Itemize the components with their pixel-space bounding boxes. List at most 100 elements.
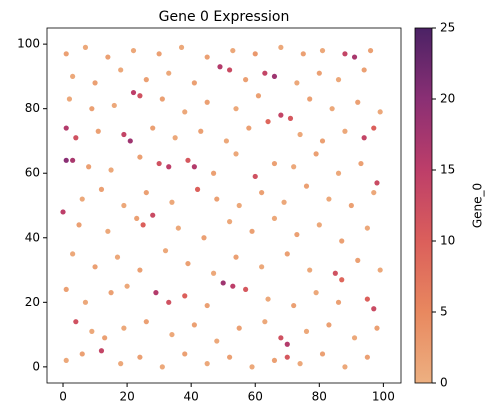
point [335,77,342,83]
point [303,183,310,189]
point [278,112,284,118]
point [159,96,165,102]
point [66,96,73,102]
point [169,331,175,338]
point [377,267,383,273]
point [127,138,133,144]
x-tick-label: 20 [119,390,134,404]
point [223,138,230,144]
point [130,47,137,54]
colorbar-tick-label: 20 [440,92,455,106]
y-tick-label: 60 [25,166,40,180]
point [307,96,313,102]
point [326,322,332,328]
point [121,131,127,138]
point [204,54,210,60]
y-tick-label: 0 [32,359,40,373]
chart-title: Gene 0 Expression [159,9,290,25]
point [220,280,226,286]
point [114,254,121,260]
point [227,67,233,73]
y-tick-label: 20 [25,295,40,309]
point [335,170,342,176]
colorbar-tick-label: 10 [440,234,455,248]
point [246,125,252,131]
point [271,73,278,80]
point [98,348,105,354]
point [143,319,149,325]
point [73,319,79,325]
point [371,189,377,196]
point [294,231,300,238]
point [82,299,89,305]
point [233,106,239,112]
point [230,283,236,289]
x-tick-label: 0 [59,390,67,404]
point [201,235,207,241]
point [335,299,342,305]
point [137,354,143,360]
point [82,44,89,50]
point [63,51,69,57]
point [342,364,348,370]
point [271,160,278,167]
point [79,351,85,357]
point [89,106,95,112]
x-tick-label: 80 [312,390,327,404]
point [166,164,172,170]
point [86,164,92,170]
point [166,299,172,305]
point [118,67,124,73]
colorbar [414,27,433,384]
point [342,51,348,57]
point [243,286,249,293]
point [259,264,265,270]
point [227,354,233,360]
point [361,67,367,73]
point [166,70,172,76]
point [182,351,188,357]
point [351,335,358,341]
point [70,157,76,163]
point [63,125,69,131]
point [111,102,117,109]
colorbar-tick-label: 5 [440,305,448,319]
point [156,160,162,167]
point [191,80,197,86]
point [358,160,364,167]
point [108,167,114,173]
point [255,93,262,99]
point [319,351,326,357]
point [63,286,69,293]
point [214,196,220,202]
point [73,135,79,141]
point [63,157,69,163]
point [76,222,82,228]
point [284,251,290,257]
point [355,257,361,263]
point [124,283,130,289]
colorbar-label: Gene_0 [471,183,485,228]
point [252,173,258,180]
point [326,196,332,202]
point [105,228,111,234]
point [204,99,210,105]
point [70,251,76,257]
point [89,328,95,334]
point [143,189,149,196]
point [265,296,271,302]
point [371,306,377,312]
point [252,51,258,57]
point [259,189,265,196]
point [108,290,114,296]
point [364,225,370,231]
point [377,109,383,115]
point [198,128,204,134]
point [63,357,69,364]
point [361,135,367,141]
point [342,128,348,134]
point [236,325,242,331]
point [313,290,319,296]
point [284,341,290,347]
